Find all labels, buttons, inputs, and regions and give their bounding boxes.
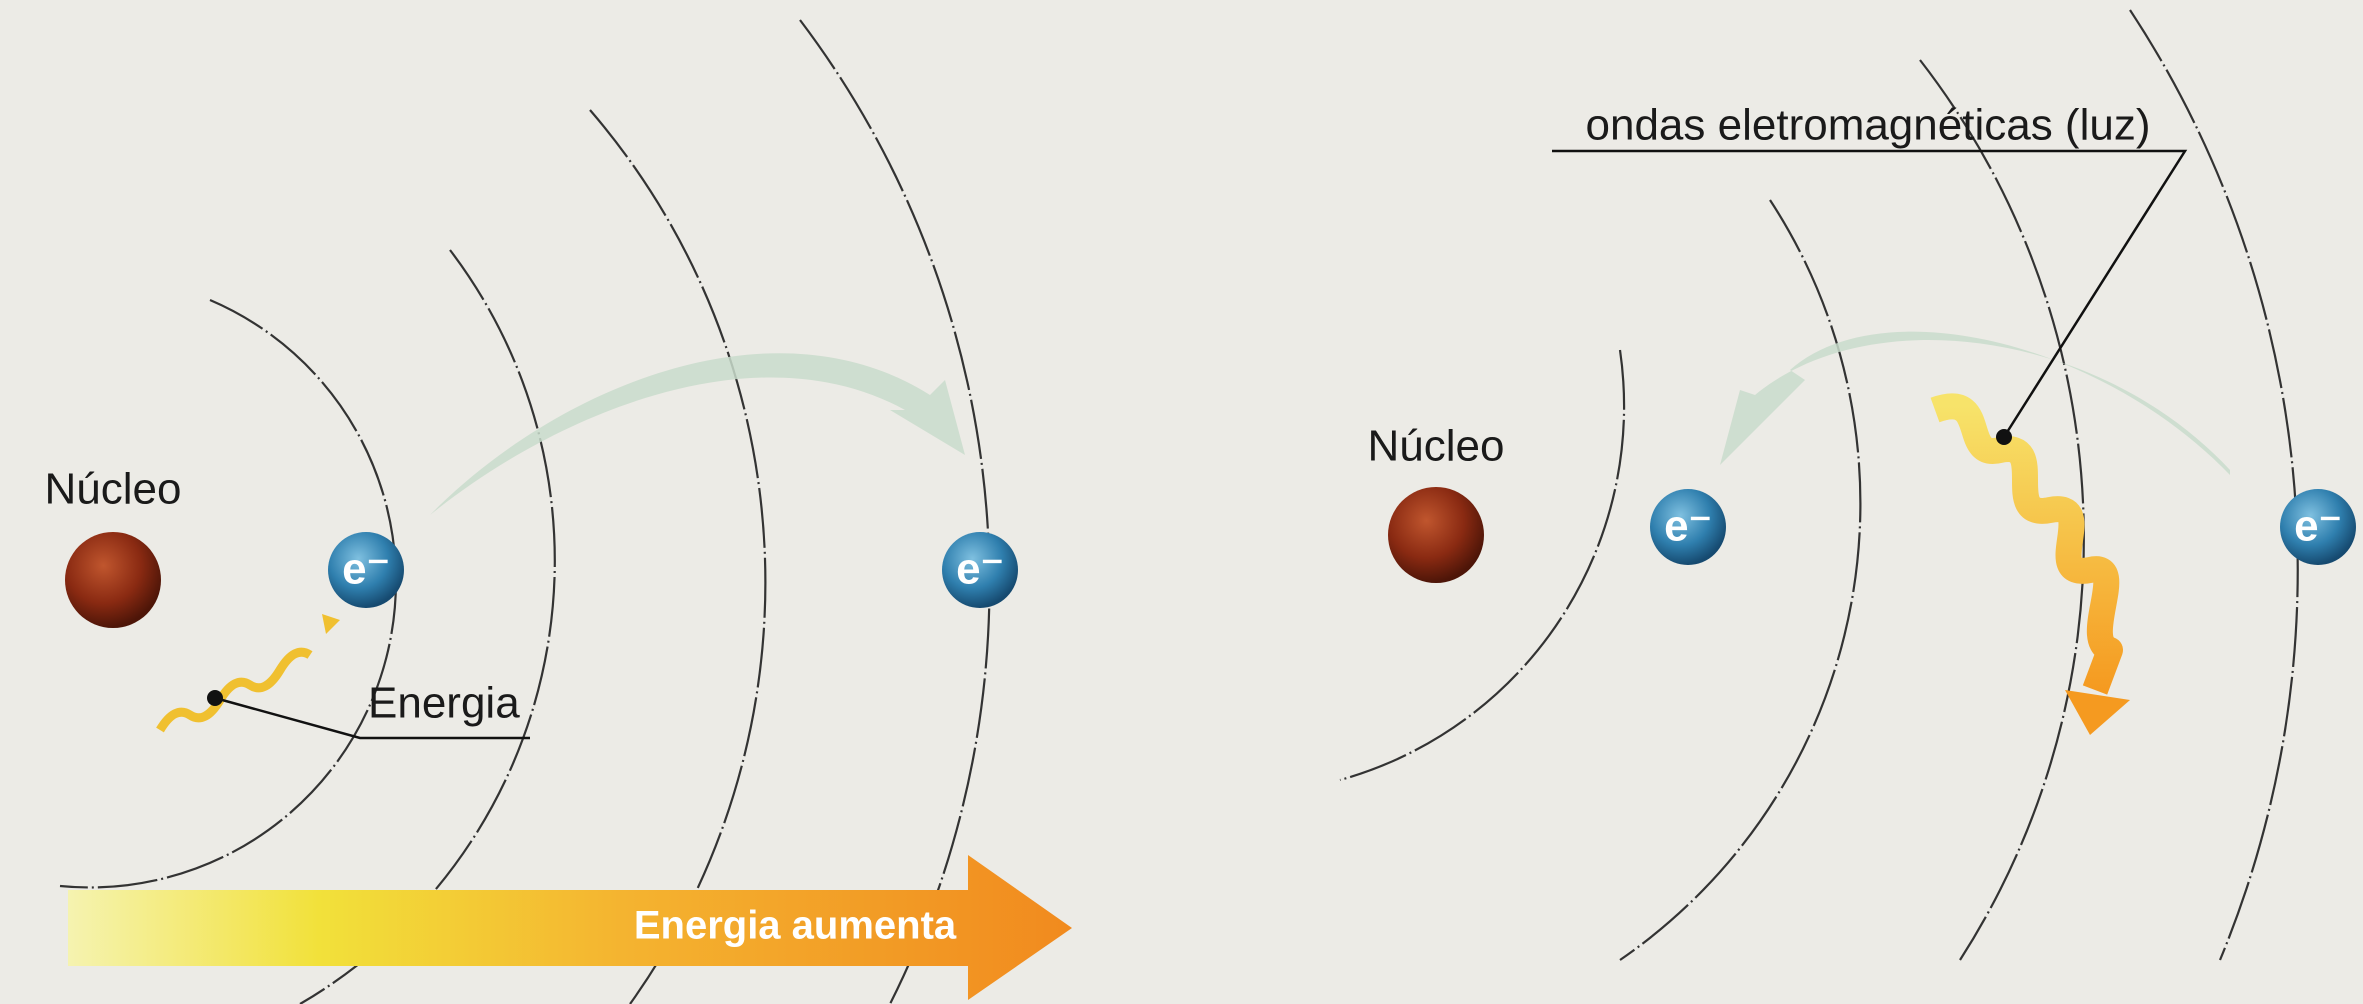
nucleus <box>65 532 161 628</box>
leader-dot <box>1996 429 2012 445</box>
energy-label: Energia <box>368 679 520 728</box>
diagram: Núcleo e⁻ e⁻ Energia Energia aumenta Núc… <box>0 0 2363 1004</box>
wave-label: ondas eletromagnéticas (luz) <box>1586 101 2151 150</box>
electron-label: e⁻ <box>1664 502 1712 551</box>
energy-bar-label: Energia aumenta <box>634 904 957 948</box>
nucleus-label: Núcleo <box>45 465 182 514</box>
electron-label: e⁻ <box>2294 502 2342 551</box>
leader-dot <box>207 690 223 706</box>
electron-label: e⁻ <box>956 545 1004 594</box>
nucleus-label: Núcleo <box>1368 422 1505 471</box>
electron-label: e⁻ <box>342 545 390 594</box>
nucleus <box>1388 487 1484 583</box>
